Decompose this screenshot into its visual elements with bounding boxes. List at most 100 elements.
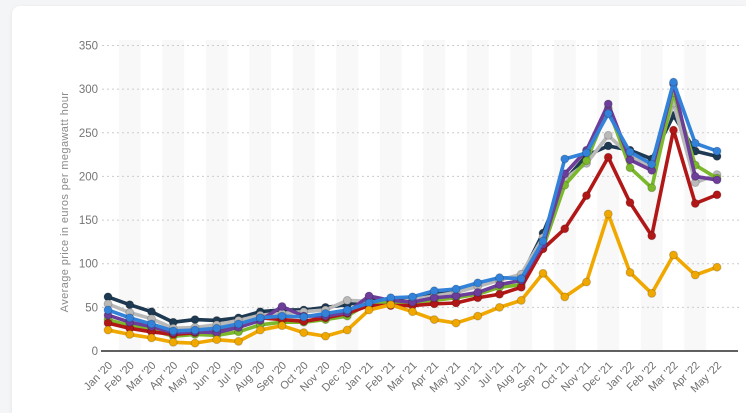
data-point-yellow[interactable] bbox=[299, 328, 309, 338]
data-point-dark-red[interactable] bbox=[603, 152, 613, 162]
data-point-green[interactable] bbox=[625, 163, 635, 173]
data-point-yellow[interactable] bbox=[560, 292, 570, 302]
data-point-yellow[interactable] bbox=[212, 335, 222, 345]
data-point-blue[interactable] bbox=[321, 308, 330, 318]
y-tick-label: 100 bbox=[79, 259, 98, 271]
data-point-yellow[interactable] bbox=[538, 268, 548, 278]
series-line-yellow[interactable] bbox=[106, 212, 719, 345]
data-point-yellow[interactable] bbox=[495, 302, 504, 312]
data-point-blue[interactable] bbox=[690, 138, 700, 148]
data-point-yellow[interactable] bbox=[234, 336, 243, 346]
data-point-blue[interactable] bbox=[603, 109, 613, 119]
data-point-purple[interactable] bbox=[712, 175, 722, 185]
data-point-purple[interactable] bbox=[603, 99, 613, 109]
data-point-yellow[interactable] bbox=[321, 331, 330, 341]
data-point-yellow[interactable] bbox=[669, 250, 678, 260]
data-point-yellow[interactable] bbox=[408, 307, 417, 317]
data-point-gray[interactable] bbox=[342, 295, 352, 305]
data-point-blue[interactable] bbox=[408, 292, 417, 302]
data-point-yellow[interactable] bbox=[647, 288, 657, 298]
data-point-purple[interactable] bbox=[690, 171, 700, 181]
data-point-dark-red[interactable] bbox=[495, 289, 504, 299]
column-stripe bbox=[466, 40, 489, 351]
y-tick-label: 200 bbox=[79, 171, 98, 183]
y-tick-label: 350 bbox=[79, 41, 98, 53]
data-point-purple[interactable] bbox=[473, 288, 483, 298]
data-point-dark-navy[interactable] bbox=[190, 315, 200, 325]
data-point-blue[interactable] bbox=[560, 154, 570, 164]
data-point-yellow[interactable] bbox=[451, 318, 461, 328]
data-point-dark-red[interactable] bbox=[690, 198, 700, 208]
column-stripe bbox=[640, 40, 663, 351]
data-point-yellow[interactable] bbox=[690, 270, 700, 280]
data-point-dark-red[interactable] bbox=[712, 190, 722, 200]
column-stripe bbox=[336, 40, 359, 351]
data-point-yellow[interactable] bbox=[582, 277, 591, 287]
data-point-blue[interactable] bbox=[516, 274, 526, 284]
data-point-yellow[interactable] bbox=[168, 337, 178, 347]
column-stripe bbox=[553, 40, 576, 351]
column-stripe bbox=[684, 40, 707, 351]
data-point-yellow[interactable] bbox=[473, 311, 483, 321]
data-point-blue[interactable] bbox=[669, 77, 678, 87]
data-point-blue[interactable] bbox=[495, 273, 504, 283]
data-point-yellow[interactable] bbox=[429, 315, 439, 325]
data-point-purple[interactable] bbox=[277, 301, 287, 311]
data-point-yellow[interactable] bbox=[386, 300, 396, 310]
data-point-green[interactable] bbox=[582, 156, 591, 166]
data-point-purple[interactable] bbox=[625, 155, 635, 165]
data-point-blue[interactable] bbox=[125, 313, 135, 323]
data-point-blue[interactable] bbox=[103, 305, 113, 315]
column-stripe bbox=[249, 40, 272, 351]
data-point-blue[interactable] bbox=[190, 325, 200, 335]
data-point-yellow[interactable] bbox=[190, 338, 200, 348]
data-point-yellow[interactable] bbox=[147, 333, 156, 343]
data-point-yellow[interactable] bbox=[364, 305, 374, 315]
data-point-blue[interactable] bbox=[712, 146, 722, 156]
column-stripe bbox=[379, 40, 402, 351]
data-point-blue[interactable] bbox=[582, 148, 591, 158]
data-point-dark-red[interactable] bbox=[625, 198, 635, 208]
data-point-yellow[interactable] bbox=[516, 295, 526, 305]
column-stripe bbox=[597, 40, 620, 351]
data-point-dark-navy[interactable] bbox=[603, 141, 613, 151]
data-point-yellow[interactable] bbox=[712, 262, 722, 272]
y-tick-label: 150 bbox=[79, 215, 98, 227]
data-point-blue[interactable] bbox=[277, 311, 287, 321]
data-point-green[interactable] bbox=[647, 183, 657, 193]
data-point-blue[interactable] bbox=[538, 236, 548, 246]
data-point-blue[interactable] bbox=[342, 305, 352, 315]
data-point-yellow[interactable] bbox=[277, 321, 287, 331]
data-point-blue[interactable] bbox=[168, 326, 178, 336]
data-point-blue[interactable] bbox=[647, 159, 657, 169]
data-point-gray[interactable] bbox=[603, 130, 613, 140]
data-point-yellow[interactable] bbox=[103, 325, 113, 335]
data-point-yellow[interactable] bbox=[342, 325, 352, 335]
y-tick-label: 50 bbox=[85, 302, 98, 314]
data-point-yellow[interactable] bbox=[625, 267, 635, 277]
data-point-blue[interactable] bbox=[234, 319, 243, 329]
data-point-blue[interactable] bbox=[255, 313, 265, 323]
y-tick-label: 0 bbox=[92, 346, 98, 358]
column-stripe bbox=[205, 40, 228, 351]
data-point-dark-navy[interactable] bbox=[125, 300, 135, 310]
data-point-dark-red[interactable] bbox=[582, 191, 591, 201]
data-point-yellow[interactable] bbox=[125, 329, 135, 339]
column-stripe bbox=[292, 40, 315, 351]
column-stripe bbox=[162, 40, 185, 351]
data-point-blue[interactable] bbox=[625, 147, 635, 157]
data-point-dark-red[interactable] bbox=[560, 224, 570, 234]
data-point-yellow[interactable] bbox=[255, 325, 265, 335]
data-point-dark-red[interactable] bbox=[669, 125, 678, 135]
y-tick-label: 250 bbox=[79, 128, 98, 140]
data-point-blue[interactable] bbox=[429, 286, 439, 296]
data-point-blue[interactable] bbox=[147, 319, 156, 329]
data-point-blue[interactable] bbox=[212, 323, 222, 333]
data-point-yellow[interactable] bbox=[603, 209, 613, 219]
data-point-blue[interactable] bbox=[473, 278, 483, 288]
data-point-dark-red[interactable] bbox=[647, 231, 657, 241]
data-point-blue[interactable] bbox=[451, 284, 461, 294]
data-point-blue[interactable] bbox=[299, 312, 309, 322]
